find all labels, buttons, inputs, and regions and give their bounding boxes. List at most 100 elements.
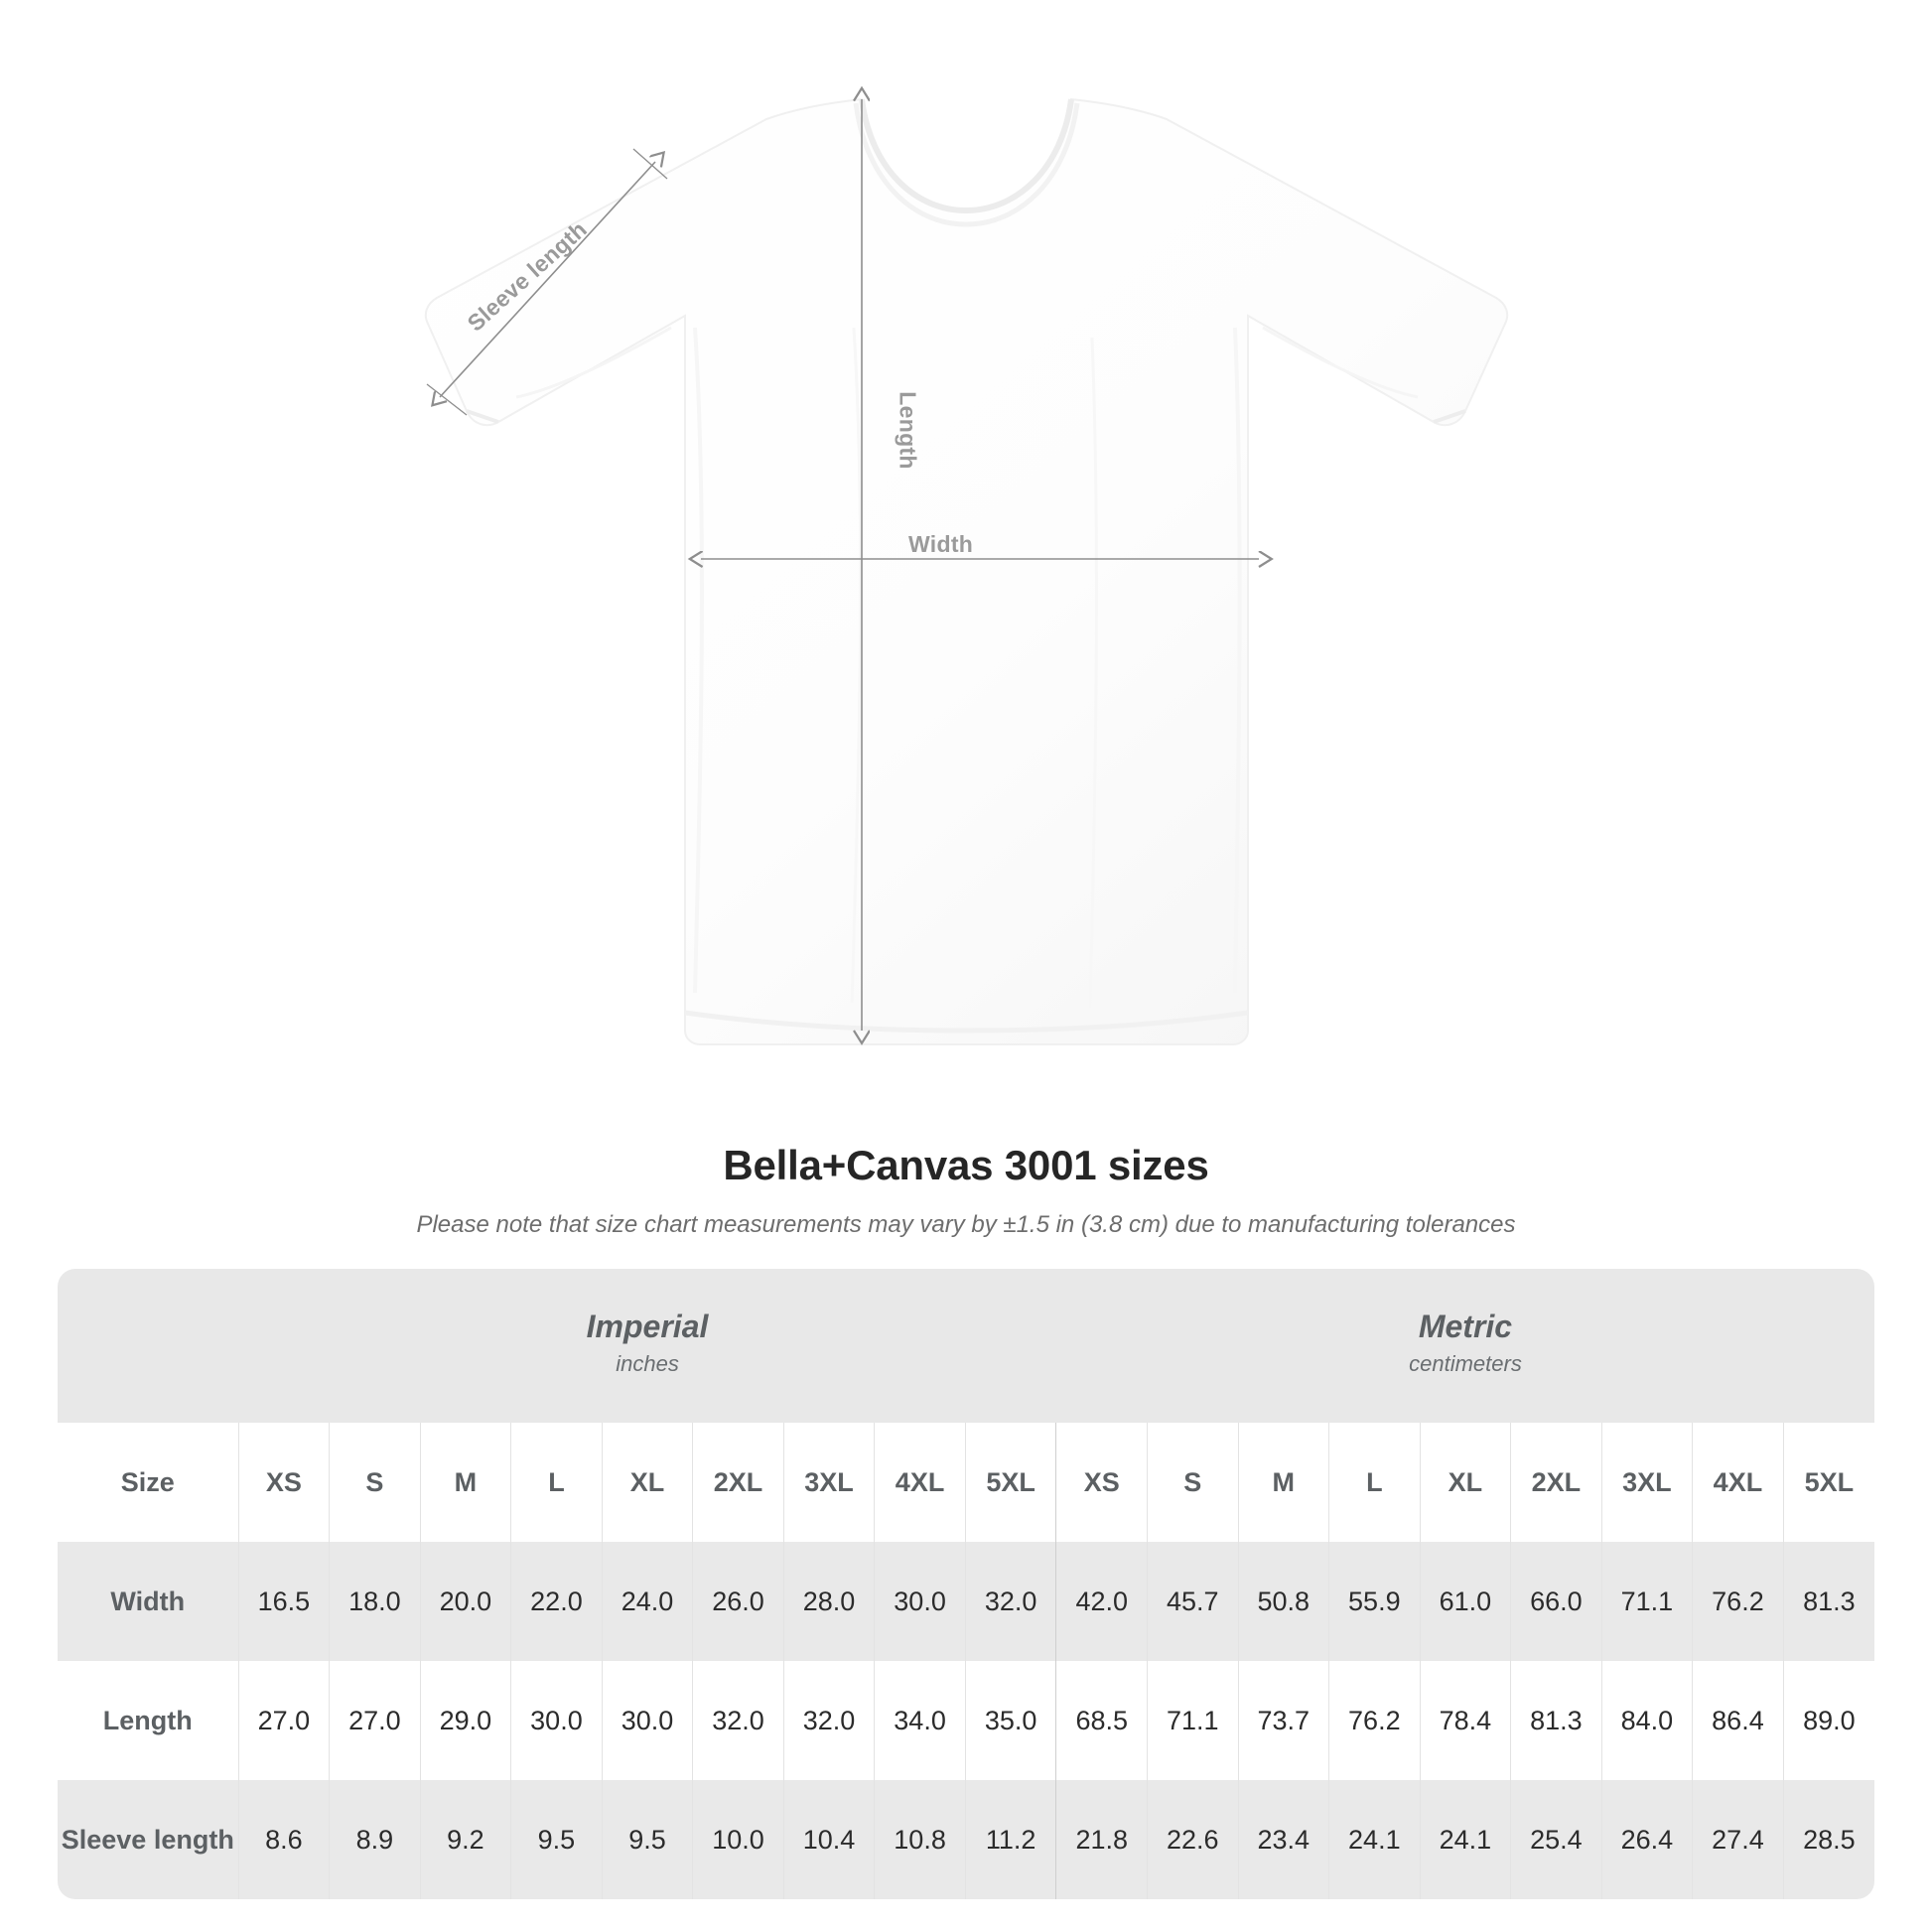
table-row: Length 27.0 27.0 29.0 30.0 30.0 32.0 32.0 34.0 35… <box>58 1661 1874 1780</box>
unit-group-metric: Metric centimeters <box>1055 1269 1874 1423</box>
size-header-cell: 4XL <box>874 1423 966 1542</box>
measurement-cell: 27.0 <box>329 1661 421 1780</box>
measurement-cell: 10.8 <box>874 1780 966 1899</box>
size-header-cell: S <box>329 1423 421 1542</box>
width-label: Width <box>908 531 974 557</box>
measurement-cell: 78.4 <box>1419 1661 1511 1780</box>
row-label: Width <box>58 1542 239 1661</box>
measurement-cell: 9.5 <box>601 1780 693 1899</box>
row-label: Sleeve length <box>58 1780 239 1899</box>
size-table-container: Imperial inches Metric centimeters Size XS S M L… <box>58 1269 1874 1899</box>
measurement-cell: 32.0 <box>782 1661 875 1780</box>
measurement-cell: 26.4 <box>1600 1780 1693 1899</box>
row-label: Length <box>58 1661 239 1780</box>
measurement-cell: 28.5 <box>1782 1780 1874 1899</box>
measurement-cell: 73.7 <box>1237 1661 1329 1780</box>
measurement-cell: 66.0 <box>1510 1542 1602 1661</box>
measurement-cell: 68.5 <box>1055 1661 1148 1780</box>
measurement-cell: 23.4 <box>1237 1780 1329 1899</box>
size-table: Imperial inches Metric centimeters Size XS S M L… <box>58 1269 1874 1899</box>
measurement-cell: 18.0 <box>329 1542 421 1661</box>
size-header-cell: L <box>1328 1423 1421 1542</box>
measurement-cell: 45.7 <box>1146 1542 1239 1661</box>
tshirt-shape <box>424 97 1509 1045</box>
unit-group-imperial: Imperial inches <box>238 1269 1056 1423</box>
measurement-cell: 9.2 <box>419 1780 511 1899</box>
size-header-cell: 2XL <box>1510 1423 1602 1542</box>
unit-header-spacer <box>58 1269 239 1423</box>
unit-group-name: Imperial <box>586 1309 709 1345</box>
tshirt-measurement-diagram: Sleeve length Length Width <box>424 0 1509 1045</box>
measurement-cell: 34.0 <box>874 1661 966 1780</box>
table-row: Sleeve length 8.6 8.9 9.2 9.5 9.5 10.0 10.4 10.8… <box>58 1780 1874 1899</box>
measurement-cell: 71.1 <box>1600 1542 1693 1661</box>
size-header-cell: XS <box>1055 1423 1148 1542</box>
measurement-cell: 8.6 <box>237 1780 330 1899</box>
measurement-cell: 25.4 <box>1510 1780 1602 1899</box>
size-header-cell: 5XL <box>964 1423 1056 1542</box>
measurement-cell: 11.2 <box>964 1780 1056 1899</box>
measurement-cell: 50.8 <box>1237 1542 1329 1661</box>
measurement-cell: 84.0 <box>1600 1661 1693 1780</box>
measurement-cell: 9.5 <box>510 1780 603 1899</box>
tshirt-illustration <box>424 0 1509 1045</box>
measurement-cell: 24.1 <box>1419 1780 1511 1899</box>
size-header-cell: XL <box>1419 1423 1511 1542</box>
size-header-cell: XL <box>601 1423 693 1542</box>
page-subtitle: Please note that size chart measurements… <box>416 1211 1516 1238</box>
measurement-cell: 28.0 <box>782 1542 875 1661</box>
measurement-cell: 76.2 <box>1692 1542 1784 1661</box>
measurement-cell: 8.9 <box>329 1780 421 1899</box>
size-header-cell: 3XL <box>1600 1423 1693 1542</box>
measurement-cell: 22.6 <box>1146 1780 1239 1899</box>
size-header-cell: M <box>1237 1423 1329 1542</box>
measurement-cell: 22.0 <box>510 1542 603 1661</box>
size-header-cell: XS <box>237 1423 330 1542</box>
unit-group-sub: inches <box>616 1351 679 1377</box>
page-title: Bella+Canvas 3001 sizes <box>723 1142 1209 1188</box>
measurement-cell: 20.0 <box>419 1542 511 1661</box>
size-header-cell: M <box>419 1423 511 1542</box>
measurement-cell: 27.4 <box>1692 1780 1784 1899</box>
size-header-label: Size <box>58 1423 239 1542</box>
measurement-guides <box>426 99 1259 1031</box>
measurement-cell: 42.0 <box>1055 1542 1148 1661</box>
measurement-cell: 55.9 <box>1328 1542 1421 1661</box>
measurement-cell: 30.0 <box>601 1661 693 1780</box>
unit-header-row: Imperial inches Metric centimeters <box>58 1269 1874 1423</box>
size-header-cell: 4XL <box>1692 1423 1784 1542</box>
measurement-cell: 89.0 <box>1782 1661 1874 1780</box>
size-header-cell: 2XL <box>692 1423 784 1542</box>
unit-group-name: Metric <box>1418 1309 1513 1345</box>
measurement-cell: 10.0 <box>692 1780 784 1899</box>
size-header-cell: S <box>1146 1423 1239 1542</box>
measurement-cell: 81.3 <box>1510 1661 1602 1780</box>
measurement-cell: 16.5 <box>237 1542 330 1661</box>
measurement-cell: 24.0 <box>601 1542 693 1661</box>
length-label: Length <box>895 391 921 470</box>
measurement-cell: 32.0 <box>964 1542 1056 1661</box>
measurement-cell: 29.0 <box>419 1661 511 1780</box>
measurement-cell: 24.1 <box>1328 1780 1421 1899</box>
measurement-cell: 26.0 <box>692 1542 784 1661</box>
size-header-row: Size XS S M L XL 2XL 3XL 4XL 5XL XS S M L XL 2XL 3XL 4XL 5… <box>58 1423 1874 1542</box>
size-header-cell: 3XL <box>782 1423 875 1542</box>
measurement-cell: 71.1 <box>1146 1661 1239 1780</box>
measurement-cell: 32.0 <box>692 1661 784 1780</box>
size-header-cell: L <box>510 1423 603 1542</box>
measurement-cell: 61.0 <box>1419 1542 1511 1661</box>
size-header-cell: 5XL <box>1782 1423 1874 1542</box>
measurement-cell: 27.0 <box>237 1661 330 1780</box>
measurement-cell: 30.0 <box>874 1542 966 1661</box>
measurement-cell: 10.4 <box>782 1780 875 1899</box>
unit-group-sub: centimeters <box>1409 1351 1522 1377</box>
measurement-cell: 35.0 <box>964 1661 1056 1780</box>
measurement-cell: 81.3 <box>1782 1542 1874 1661</box>
title-block: Bella+Canvas 3001 sizes Please note that… <box>0 1122 1932 1239</box>
measurement-cell: 76.2 <box>1328 1661 1421 1780</box>
measurement-cell: 86.4 <box>1692 1661 1784 1780</box>
measurement-cell: 30.0 <box>510 1661 603 1780</box>
table-row: Width 16.5 18.0 20.0 22.0 24.0 26.0 28.0 30.0 32.… <box>58 1542 1874 1661</box>
measurement-cell: 21.8 <box>1055 1780 1148 1899</box>
